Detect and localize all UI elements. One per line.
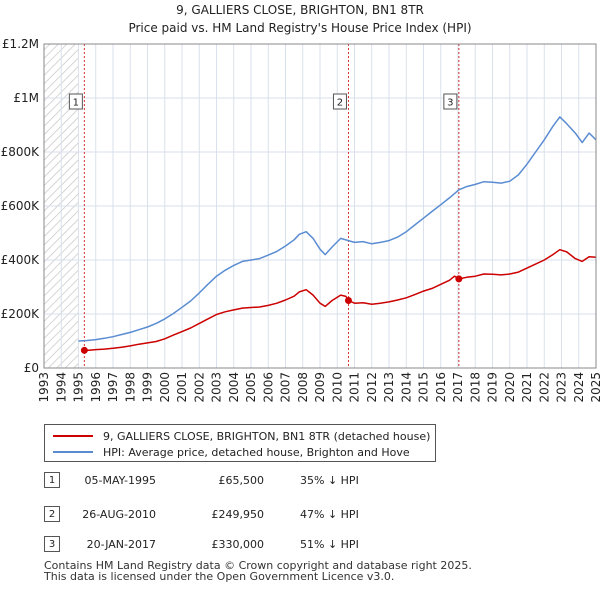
sale-number-badge: 2 (44, 506, 60, 522)
sale-label-text: 2 (337, 98, 343, 109)
x-tick-label: 2021 (520, 372, 534, 403)
sale-date: 05-MAY-1995 (84, 474, 156, 487)
sale-label-box (68, 93, 83, 110)
x-tick-label: 2020 (503, 372, 517, 403)
x-tick-label: 2004 (227, 372, 241, 403)
legend-item-price: 9, GALLIERS CLOSE, BRIGHTON, BN1 8TR (de… (53, 428, 430, 444)
plot-frame (43, 43, 597, 369)
y-tick-label: £1M (13, 91, 39, 105)
x-tick-label: 2015 (417, 372, 431, 403)
chart-subtitle: Price paid vs. HM Land Registry's House … (128, 21, 471, 35)
footer-line-2: This data is licensed under the Open Gov… (44, 570, 395, 583)
chart-legend: 9, GALLIERS CLOSE, BRIGHTON, BN1 8TR (de… (44, 424, 436, 462)
x-tick-label: 1993 (37, 372, 51, 403)
sale-label-text: 3 (447, 98, 453, 109)
table-row: 3 20-JAN-2017 £330,000 51% ↓ HPI (44, 536, 444, 554)
x-tick-label: 1994 (54, 372, 68, 403)
x-tick-label: 2019 (486, 372, 500, 403)
sale-point (455, 275, 463, 283)
footer-attribution: Contains HM Land Registry data © Crown c… (44, 560, 472, 582)
x-tick-label: 2013 (382, 372, 396, 403)
x-tick-label: 2011 (348, 372, 362, 403)
y-tick-label: £600K (1, 199, 41, 213)
price-series-line (84, 248, 597, 352)
x-tick-label: 2007 (279, 372, 293, 403)
x-tick-label: 1999 (141, 372, 155, 403)
table-row: 1 05-MAY-1995 £65,500 35% ↓ HPI (44, 472, 444, 490)
sale-hpi-diff: 47% ↓ HPI (300, 508, 359, 521)
x-tick-label: 1995 (72, 372, 86, 403)
x-tick-label: 2008 (296, 372, 310, 403)
sale-hpi-diff: 51% ↓ HPI (300, 538, 359, 551)
sale-point (344, 297, 352, 305)
x-tick-label: 2003 (210, 372, 224, 403)
x-tick-label: 2014 (399, 372, 413, 403)
table-row: 2 26-AUG-2010 £249,950 47% ↓ HPI (44, 506, 444, 524)
x-tick-label: 2010 (330, 372, 344, 403)
x-tick-label: 2016 (434, 372, 448, 403)
x-tick-label: 1997 (106, 372, 120, 403)
legend-swatch-hpi (53, 451, 93, 453)
x-tick-label: 2018 (468, 372, 482, 403)
sale-point (80, 346, 88, 354)
legend-swatch-price (53, 435, 93, 437)
sale-label-box (443, 93, 458, 110)
x-tick-label: 2017 (451, 372, 465, 403)
sale-date: 20-JAN-2017 (86, 538, 156, 551)
sale-label-box (332, 93, 347, 110)
sale-number-badge: 1 (44, 472, 60, 488)
y-tick-label: £0 (24, 361, 39, 375)
legend-item-hpi: HPI: Average price, detached house, Brig… (53, 444, 410, 460)
legend-label-price: 9, GALLIERS CLOSE, BRIGHTON, BN1 8TR (de… (103, 429, 431, 443)
x-tick-label: 2025 (589, 372, 600, 403)
chart-title: 9, GALLIERS CLOSE, BRIGHTON, BN1 8TR (176, 3, 424, 17)
hpi-series-line (78, 116, 597, 342)
x-tick-label: 2000 (158, 372, 172, 403)
x-tick-label: 2012 (365, 372, 379, 403)
y-tick-label: £1.2M (2, 37, 39, 51)
footer-line-1: Contains HM Land Registry data © Crown c… (44, 559, 472, 572)
sale-price: £65,500 (218, 474, 265, 487)
x-tick-label: 2001 (175, 372, 189, 403)
x-tick-label: 1996 (89, 372, 103, 403)
x-tick-label: 2006 (261, 372, 275, 403)
x-tick-label: 1998 (123, 372, 137, 403)
x-tick-label: 2023 (555, 372, 569, 403)
x-tick-label: 2005 (244, 372, 258, 403)
sale-hpi-diff: 35% ↓ HPI (300, 474, 359, 487)
x-tick-label: 2002 (192, 372, 206, 403)
x-tick-label: 2024 (572, 372, 586, 403)
y-tick-label: £400K (1, 253, 41, 267)
y-tick-label: £800K (1, 145, 41, 159)
sale-number-badge: 3 (44, 536, 60, 552)
sale-label-text: 1 (73, 98, 79, 109)
y-tick-label: £200K (1, 307, 41, 321)
sale-date: 26-AUG-2010 (82, 508, 156, 521)
sale-price: £330,000 (211, 538, 265, 551)
sale-price: £249,950 (211, 508, 265, 521)
x-tick-label: 2022 (537, 372, 551, 403)
legend-label-hpi: HPI: Average price, detached house, Brig… (103, 445, 410, 459)
x-tick-label: 2009 (313, 372, 327, 403)
